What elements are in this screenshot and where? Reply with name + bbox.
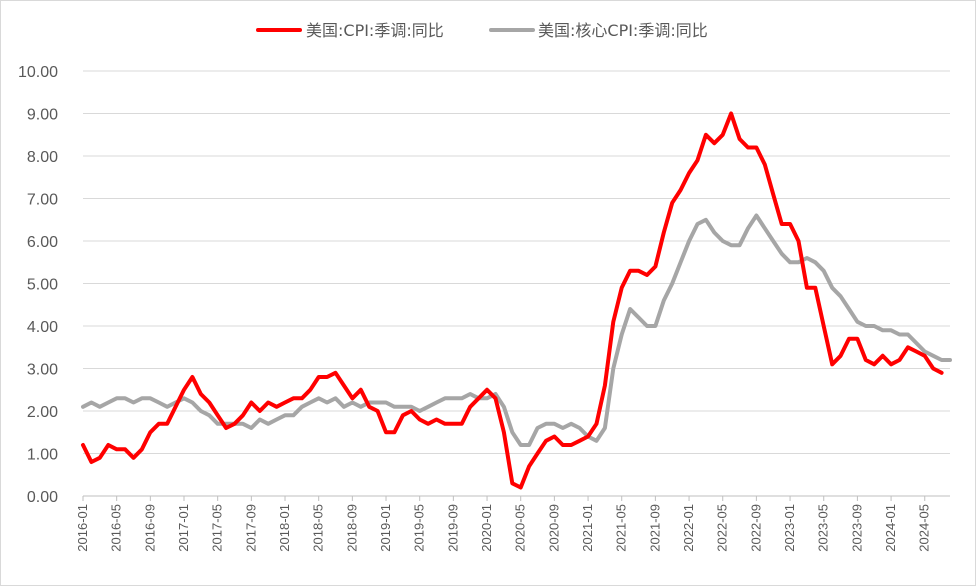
x-tick-label: 2016-01 xyxy=(75,504,90,552)
x-tick-label: 2019-01 xyxy=(378,504,393,552)
y-tick-label: 5.00 xyxy=(27,277,58,294)
legend-label-core-cpi: 美国:核心CPI:季调:同比 xyxy=(538,21,708,40)
legend-label-cpi: 美国:CPI:季调:同比 xyxy=(306,21,444,40)
x-tick-label: 2020-05 xyxy=(513,504,528,552)
x-tick-label: 2022-01 xyxy=(681,504,696,552)
y-tick-label: 7.00 xyxy=(27,192,58,209)
x-tick-label: 2018-05 xyxy=(311,504,326,552)
x-tick-label: 2017-09 xyxy=(243,504,258,552)
y-tick-label: 9.00 xyxy=(27,107,58,124)
x-tick-label: 2021-01 xyxy=(580,504,595,552)
x-tick-label: 2016-09 xyxy=(142,504,157,552)
x-tick-label: 2022-05 xyxy=(715,504,730,552)
gridlines xyxy=(83,70,950,454)
series-lines xyxy=(81,111,952,490)
y-tick-label: 4.00 xyxy=(27,319,58,336)
x-axis: 2016-01 2016-05 2016-09 2017-01 2017-05 2017-… xyxy=(75,495,950,552)
y-tick-label: 2.00 xyxy=(27,404,58,421)
x-tick-label: 2018-09 xyxy=(344,504,359,552)
y-tick-label: 10.00 xyxy=(18,64,58,81)
series-line-cpi xyxy=(81,111,944,490)
x-tick-label: 2023-05 xyxy=(816,504,831,552)
x-tick-label: 2023-09 xyxy=(849,504,864,552)
x-tick-label: 2016-05 xyxy=(109,504,124,552)
y-tick-label: 1.00 xyxy=(27,447,58,464)
x-tick-label: 2023-01 xyxy=(782,504,797,552)
y-axis: 0.00 1.00 2.00 3.00 4.00 5.00 6.00 7.00 8.00 9.00… xyxy=(18,64,58,506)
x-tick-label: 2018-01 xyxy=(277,504,292,552)
x-tick-label: 2017-05 xyxy=(210,504,225,552)
x-tick-label: 2017-01 xyxy=(176,504,191,552)
series-line-core-cpi xyxy=(81,213,952,447)
x-tick-label: 2024-01 xyxy=(883,504,898,552)
y-tick-label: 3.00 xyxy=(27,362,58,379)
y-tick-label: 0.00 xyxy=(27,489,58,506)
y-tick-label: 8.00 xyxy=(27,149,58,166)
x-tick-label: 2024-05 xyxy=(917,504,932,552)
x-tick-label: 2021-05 xyxy=(614,504,629,552)
x-tick-label: 2019-09 xyxy=(445,504,460,552)
x-tick-label: 2021-09 xyxy=(647,504,662,552)
x-tick-label: 2022-09 xyxy=(748,504,763,552)
x-tick-label: 2020-01 xyxy=(479,504,494,552)
x-tick-label: 2019-05 xyxy=(412,504,427,552)
y-tick-label: 6.00 xyxy=(27,234,58,251)
legend: 美国:CPI:季调:同比 美国:核心CPI:季调:同比 xyxy=(256,21,708,40)
x-tick-label: 2020-09 xyxy=(546,504,561,552)
